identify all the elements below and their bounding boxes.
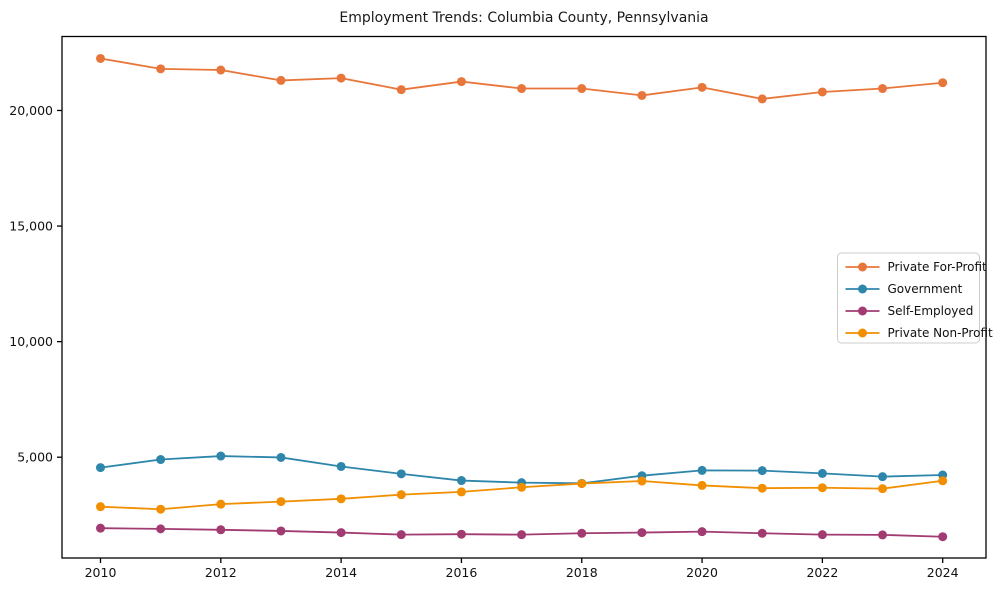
data-point-private-for-profit-2015: [396, 85, 406, 95]
data-point-private-for-profit-2021: [757, 94, 767, 104]
data-point-private-for-profit-2018: [577, 84, 587, 94]
data-point-self-employed-2010: [96, 523, 105, 533]
data-point-private-for-profit-2016: [456, 77, 466, 87]
x-axis-tick-label: 2022: [806, 565, 838, 580]
data-point-private-for-profit-2011: [156, 64, 166, 74]
data-point-self-employed-2018: [577, 528, 587, 538]
data-point-self-employed-2021: [757, 528, 767, 538]
legend-swatch-marker-self-employed: [858, 306, 867, 316]
data-point-government-2022: [817, 468, 827, 478]
data-point-private-for-profit-2013: [276, 75, 286, 85]
data-point-private-for-profit-2017: [517, 84, 527, 94]
data-point-government-2012: [216, 451, 226, 461]
legend-swatch-marker-private-non-profit: [858, 328, 867, 338]
data-point-self-employed-2014: [336, 528, 346, 538]
x-axis-tick-label: 2014: [325, 565, 357, 580]
data-point-private-non-profit-2018: [577, 479, 587, 489]
data-point-government-2015: [396, 469, 406, 479]
data-point-private-for-profit-2020: [697, 82, 707, 92]
legend-label-private-non-profit: Private Non-Profit: [888, 326, 994, 340]
data-point-private-non-profit-2012: [216, 499, 226, 509]
data-point-self-employed-2019: [637, 528, 647, 538]
data-point-private-non-profit-2017: [517, 482, 527, 492]
data-point-private-non-profit-2010: [96, 502, 105, 512]
x-axis-tick-label: 2016: [446, 565, 478, 580]
y-axis-tick-label: 15,000: [9, 219, 53, 234]
data-point-government-2011: [156, 455, 166, 465]
data-point-private-for-profit-2023: [878, 84, 888, 94]
y-axis-tick-label: 10,000: [9, 334, 53, 349]
data-point-government-2020: [697, 465, 707, 475]
data-point-self-employed-2015: [396, 530, 406, 540]
legend-swatch-marker-private-for-profit: [858, 262, 867, 272]
data-point-private-non-profit-2024: [938, 476, 948, 486]
x-axis-tick-label: 2010: [85, 565, 117, 580]
data-point-private-non-profit-2011: [156, 504, 166, 514]
data-point-private-non-profit-2014: [336, 494, 346, 504]
data-point-private-for-profit-2022: [817, 87, 827, 97]
data-point-self-employed-2020: [697, 527, 707, 537]
data-point-private-non-profit-2015: [396, 490, 406, 500]
data-point-self-employed-2012: [216, 525, 226, 535]
data-point-private-non-profit-2019: [637, 476, 647, 486]
y-axis-tick-label: 20,000: [9, 103, 53, 118]
data-point-private-non-profit-2016: [456, 487, 466, 497]
x-axis-tick-label: 2024: [927, 565, 959, 580]
data-point-self-employed-2017: [517, 530, 527, 540]
data-point-private-non-profit-2022: [817, 483, 827, 493]
legend-swatch-marker-government: [858, 284, 867, 294]
chart-title: Employment Trends: Columbia County, Penn…: [339, 10, 709, 26]
x-axis-tick-label: 2020: [686, 565, 718, 580]
data-point-self-employed-2013: [276, 526, 286, 536]
data-point-self-employed-2023: [878, 530, 888, 540]
legend-label-private-for-profit: Private For-Profit: [888, 260, 988, 274]
data-point-private-for-profit-2012: [216, 65, 226, 75]
data-point-government-2021: [757, 466, 767, 476]
data-point-private-for-profit-2010: [96, 53, 105, 63]
legend-label-self-employed: Self-Employed: [888, 304, 974, 318]
legend-label-government: Government: [888, 282, 963, 296]
data-point-self-employed-2022: [817, 530, 827, 540]
data-point-private-for-profit-2014: [336, 73, 346, 83]
data-point-self-employed-2024: [938, 532, 948, 542]
data-point-private-non-profit-2013: [276, 497, 286, 507]
data-point-self-employed-2011: [156, 524, 166, 534]
data-point-private-non-profit-2020: [697, 480, 707, 490]
data-point-private-non-profit-2023: [878, 484, 888, 494]
data-point-self-employed-2016: [456, 529, 466, 539]
x-axis-tick-label: 2012: [205, 565, 237, 580]
y-axis-tick-label: 5,000: [17, 450, 53, 465]
data-point-government-2014: [336, 461, 346, 471]
data-point-private-for-profit-2024: [938, 78, 948, 88]
legend-box: [837, 252, 980, 344]
data-point-government-2016: [456, 476, 466, 486]
plot-area: [61, 35, 987, 559]
data-point-government-2013: [276, 452, 286, 462]
data-point-government-2023: [878, 472, 888, 482]
data-point-private-for-profit-2019: [637, 90, 647, 100]
x-axis-tick-label: 2018: [566, 565, 598, 580]
data-point-private-non-profit-2021: [757, 483, 767, 493]
data-point-government-2010: [96, 463, 105, 473]
